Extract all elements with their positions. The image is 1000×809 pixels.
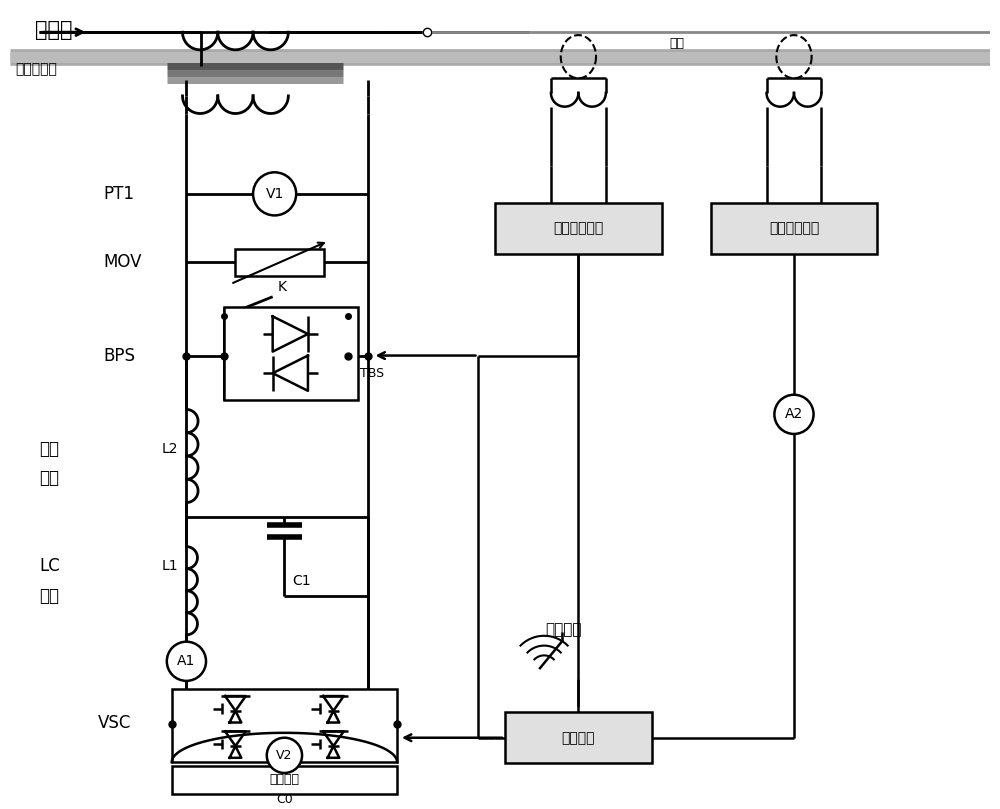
Text: V2: V2 — [276, 749, 293, 762]
Text: 滤波: 滤波 — [39, 587, 59, 604]
Bar — [495, 203, 662, 254]
Bar — [172, 688, 397, 762]
Text: 电流采样电路: 电流采样电路 — [769, 221, 819, 235]
Bar — [711, 203, 877, 254]
Text: 电压取能: 电压取能 — [269, 773, 299, 786]
Text: L1: L1 — [162, 559, 179, 574]
Circle shape — [253, 172, 296, 215]
Text: 电流取能电路: 电流取能电路 — [553, 221, 604, 235]
Circle shape — [167, 642, 206, 681]
Text: C1: C1 — [292, 574, 311, 588]
Text: C0: C0 — [276, 793, 293, 806]
Text: 无线通信: 无线通信 — [545, 622, 582, 637]
Text: 电抗: 电抗 — [39, 469, 59, 487]
Text: LC: LC — [39, 557, 60, 575]
Bar — [172, 766, 397, 794]
Circle shape — [774, 395, 814, 434]
Text: 耦合变压器: 耦合变压器 — [15, 62, 57, 76]
Text: 控制单元: 控制单元 — [562, 731, 595, 745]
Text: L2: L2 — [162, 442, 178, 455]
Text: 电缆: 电缆 — [669, 37, 684, 50]
Text: 输电线: 输电线 — [35, 20, 72, 40]
Text: V1: V1 — [265, 187, 284, 201]
Text: PT1: PT1 — [103, 185, 134, 203]
Text: BPS: BPS — [103, 346, 135, 365]
Text: K: K — [278, 280, 287, 294]
Text: TBS: TBS — [360, 366, 384, 379]
Text: A1: A1 — [177, 654, 196, 668]
Text: MOV: MOV — [103, 253, 142, 272]
Bar — [224, 307, 358, 400]
Text: VSC: VSC — [98, 714, 132, 732]
Text: A2: A2 — [785, 408, 803, 421]
Text: 限流: 限流 — [39, 439, 59, 458]
Circle shape — [267, 738, 302, 773]
Bar — [505, 712, 652, 763]
Bar — [235, 248, 324, 276]
